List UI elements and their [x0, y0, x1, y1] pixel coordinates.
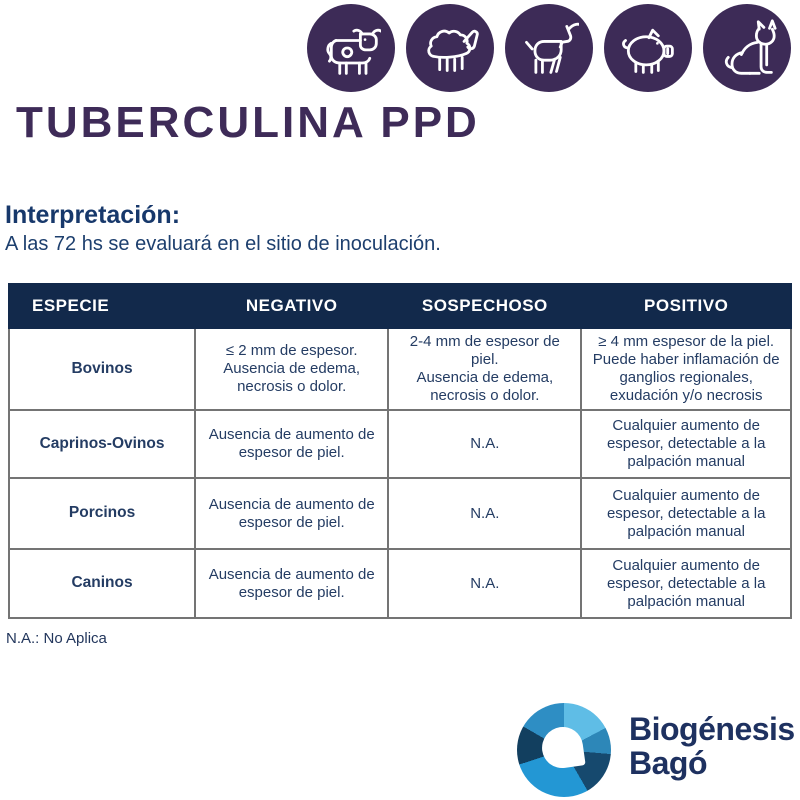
positivo-cell: Cualquier aumento de espesor, detectable…	[580, 409, 792, 479]
positivo-cell: Cualquier aumento de espesor, detectable…	[580, 548, 792, 619]
logo-line-1: Biogénesis	[629, 711, 795, 747]
goat-icon	[505, 4, 593, 92]
species-cell: Porcinos	[7, 477, 197, 550]
positivo-cell: Cualquier aumento de espesor, detectable…	[580, 477, 792, 550]
species-cell: Caprinos-Ovinos	[7, 409, 197, 479]
column-header-negativo: NEGATIVO	[194, 283, 390, 329]
column-header-especie: ESPECIE	[7, 283, 197, 329]
cow-icon	[307, 4, 395, 92]
pig-icon	[604, 4, 692, 92]
animal-icon-row	[307, 4, 791, 92]
table-row-caninos: Caninos Ausencia de aumento de espesor d…	[7, 548, 792, 619]
sheep-icon	[406, 4, 494, 92]
sospechoso-cell: N.A.	[387, 548, 583, 619]
table-row-caprinos-ovinos: Caprinos-Ovinos Ausencia de aumento de e…	[7, 409, 792, 479]
species-cell: Caninos	[7, 548, 197, 619]
table-row-bovinos: Bovinos ≤ 2 mm de espesor. Ausencia de e…	[7, 327, 792, 411]
positivo-cell: ≥ 4 mm espesor de la piel. Puede haber i…	[580, 327, 792, 411]
sospechoso-cell: N.A.	[387, 477, 583, 550]
biogenesis-bago-logo-icon	[517, 703, 611, 797]
column-header-positivo: POSITIVO	[580, 283, 792, 329]
interpretation-subheading: A las 72 hs se evaluará en el sitio de i…	[5, 233, 441, 255]
species-cell: Bovinos	[7, 327, 197, 411]
dog-icon	[703, 4, 791, 92]
negativo-cell: Ausencia de aumento de espesor de piel.	[194, 409, 390, 479]
negativo-cell: Ausencia de aumento de espesor de piel.	[194, 477, 390, 550]
negativo-cell: Ausencia de aumento de espesor de piel.	[194, 548, 390, 619]
biogenesis-bago-logo-text: Biogénesis Bagó	[629, 712, 795, 780]
sospechoso-cell: 2-4 mm de espesor de piel. Ausencia de e…	[387, 327, 583, 411]
logo-line-2: Bagó	[629, 745, 707, 781]
negativo-cell: ≤ 2 mm de espesor. Ausencia de edema, ne…	[194, 327, 390, 411]
footnote: N.A.: No Aplica	[6, 630, 107, 647]
interpretation-table: ESPECIE NEGATIVO SOSPECHOSO POSITIVO Bov…	[7, 283, 792, 619]
sospechoso-cell: N.A.	[387, 409, 583, 479]
table-header-row: ESPECIE NEGATIVO SOSPECHOSO POSITIVO	[7, 283, 792, 329]
page-title: TUBERCULINA PPD	[16, 98, 480, 147]
table-row-porcinos: Porcinos Ausencia de aumento de espesor …	[7, 477, 792, 550]
interpretation-heading: Interpretación:	[5, 201, 181, 229]
column-header-sospechoso: SOSPECHOSO	[387, 283, 583, 329]
